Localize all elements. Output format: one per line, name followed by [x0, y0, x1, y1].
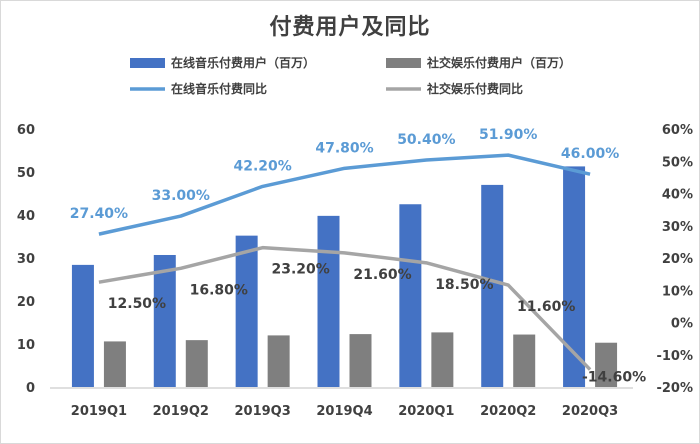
- bar-social-ent-users: [103, 341, 126, 387]
- right-axis-tick: 20%: [662, 252, 693, 267]
- bar-online-music-users: [71, 264, 94, 387]
- right-axis-tick: 60%: [662, 123, 693, 138]
- data-label-social-yoy: 16.80%: [190, 282, 248, 298]
- bar-social-ent-users: [431, 332, 454, 387]
- bar-online-music-users: [399, 204, 422, 387]
- bar-online-music-users: [317, 215, 340, 387]
- bar-online-music-users: [563, 166, 586, 387]
- right-axis-tick: 50%: [662, 155, 693, 170]
- data-label-online-yoy: 27.40%: [70, 206, 128, 222]
- bar-social-ent-users: [595, 342, 618, 387]
- right-axis-tick: 40%: [662, 188, 693, 203]
- x-axis-tick: 2020Q3: [562, 404, 618, 419]
- bar-online-music-users: [153, 254, 176, 387]
- bar-social-ent-users: [513, 334, 536, 387]
- legend-swatch: [130, 58, 165, 68]
- data-label-social-yoy: 23.20%: [271, 262, 329, 278]
- data-label-social-yoy: 21.60%: [353, 267, 411, 283]
- x-axis-tick: 2020Q2: [480, 404, 536, 419]
- data-label-online-yoy: 50.40%: [397, 132, 455, 148]
- left-axis-tick: 30: [17, 252, 35, 267]
- legend-swatch: [386, 58, 421, 68]
- data-label-online-yoy: 47.80%: [315, 140, 373, 156]
- bar-social-ent-users: [185, 340, 208, 387]
- x-axis-tick: 2019Q1: [71, 404, 127, 419]
- bar-social-ent-users: [349, 334, 372, 387]
- right-axis-tick: 0%: [671, 317, 693, 332]
- left-axis-tick: 10: [17, 338, 35, 353]
- data-label-social-yoy: 18.50%: [435, 277, 493, 293]
- x-axis-tick: 2019Q2: [153, 404, 209, 419]
- x-axis-tick: 2019Q3: [235, 404, 291, 419]
- right-axis-tick: -10%: [656, 349, 693, 364]
- bar-social-ent-users: [267, 335, 290, 387]
- left-axis-tick: 60: [17, 123, 35, 138]
- bar-online-music-users: [235, 235, 258, 387]
- left-axis-tick: 40: [17, 209, 35, 224]
- right-axis-tick: 30%: [662, 220, 693, 235]
- left-axis-tick: 20: [17, 295, 35, 310]
- bar-online-music-users: [481, 184, 504, 387]
- data-label-online-yoy: 42.20%: [233, 158, 291, 174]
- left-axis-tick: 50: [17, 166, 35, 181]
- data-label-online-yoy: 46.00%: [561, 146, 619, 162]
- x-axis-tick: 2019Q4: [316, 404, 372, 419]
- data-label-social-yoy: -14.60%: [582, 370, 646, 386]
- data-label-social-yoy: 12.50%: [108, 296, 166, 312]
- line-online-music-yoy: [98, 153, 591, 236]
- left-axis-tick: 0: [26, 381, 35, 396]
- right-axis-tick: 10%: [662, 284, 693, 299]
- data-label-social-yoy: 11.60%: [517, 299, 575, 315]
- legend-entry: 在线音乐付费用户（百万）: [171, 55, 315, 70]
- right-axis-tick: -20%: [656, 381, 693, 396]
- data-label-online-yoy: 51.90%: [479, 127, 537, 143]
- line-social-ent-yoy: [98, 245, 592, 371]
- legend-entry: 在线音乐付费同比: [171, 81, 267, 96]
- legend-entry: 社交娱乐付费用户（百万）: [426, 55, 571, 70]
- legend-entry: 社交娱乐付费同比: [426, 81, 523, 96]
- x-axis-tick: 2020Q1: [398, 404, 454, 419]
- chart-title: 付费用户及同比: [269, 15, 431, 40]
- data-label-online-yoy: 33.00%: [152, 188, 210, 204]
